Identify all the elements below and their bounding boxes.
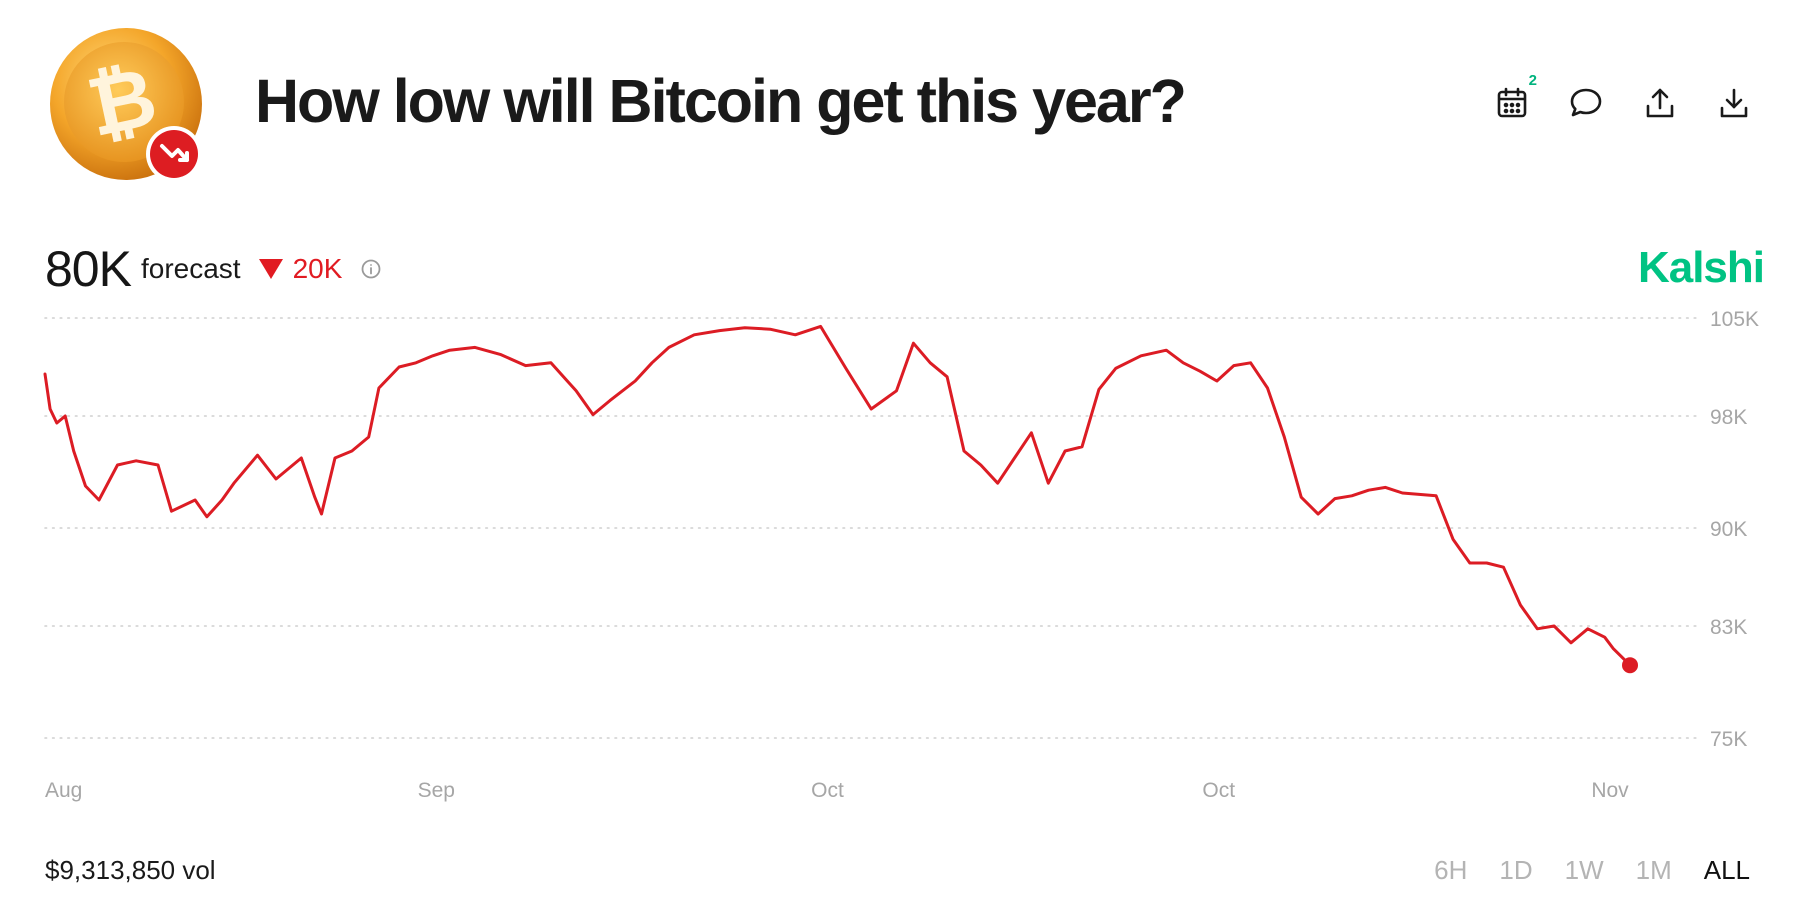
bitcoin-coin-icon: ₿ — [50, 28, 202, 182]
x-tick-label: Sep — [418, 779, 455, 802]
down-triangle-icon — [258, 259, 283, 279]
y-tick-label: 98K — [1710, 406, 1747, 429]
series-line — [43, 324, 1632, 667]
brand-logo: Kalshi — [1637, 243, 1765, 292]
time-range-selector: 6H 1D 1W 1M ALL — [1434, 855, 1750, 886]
info-icon[interactable] — [360, 258, 382, 280]
range-6h-button[interactable]: 6H — [1434, 855, 1468, 885]
last-point-marker[interactable] — [1622, 657, 1638, 674]
chart-grid — [44, 317, 1701, 739]
range-all-button[interactable]: ALL — [1703, 855, 1750, 885]
y-tick-label: 90K — [1710, 518, 1747, 541]
volume-label: $9,313,850 vol — [45, 855, 216, 885]
x-tick-label: Oct — [1202, 779, 1235, 802]
header-actions: 2 — [1495, 72, 1751, 120]
share-button[interactable] — [1643, 86, 1677, 120]
calendar-badge: 2 — [1528, 72, 1537, 89]
forecast-label: forecast — [140, 253, 241, 284]
range-1w-button[interactable]: 1W — [1564, 855, 1604, 885]
comment-icon — [1570, 88, 1602, 117]
x-tick-label: Oct — [811, 779, 844, 802]
y-tick-label: 75K — [1710, 728, 1747, 751]
y-axis: 105K 98K 90K 83K 75K — [1710, 308, 1759, 751]
download-button[interactable] — [1717, 86, 1751, 120]
download-icon — [1720, 88, 1748, 118]
market-title: How low will Bitcoin get this year? — [255, 67, 1187, 135]
range-1d-button[interactable]: 1D — [1499, 855, 1533, 885]
comments-button[interactable] — [1569, 86, 1603, 120]
series-layer — [43, 324, 1638, 674]
calendar-icon — [1497, 87, 1527, 118]
forecast-summary: 80K forecast 20K — [45, 240, 382, 298]
calendar-button[interactable]: 2 — [1495, 72, 1537, 120]
share-icon — [1646, 88, 1674, 118]
x-axis: Aug Sep Oct Oct Nov — [45, 779, 1629, 802]
forecast-value: 80K — [45, 241, 132, 297]
y-tick-label: 83K — [1710, 616, 1747, 639]
x-tick-label: Nov — [1591, 779, 1629, 802]
y-tick-label: 105K — [1710, 308, 1759, 331]
forecast-change: 20K — [258, 253, 343, 285]
x-tick-label: Aug — [45, 779, 82, 802]
forecast-change-value: 20K — [292, 253, 343, 284]
range-1m-button[interactable]: 1M — [1635, 855, 1672, 885]
